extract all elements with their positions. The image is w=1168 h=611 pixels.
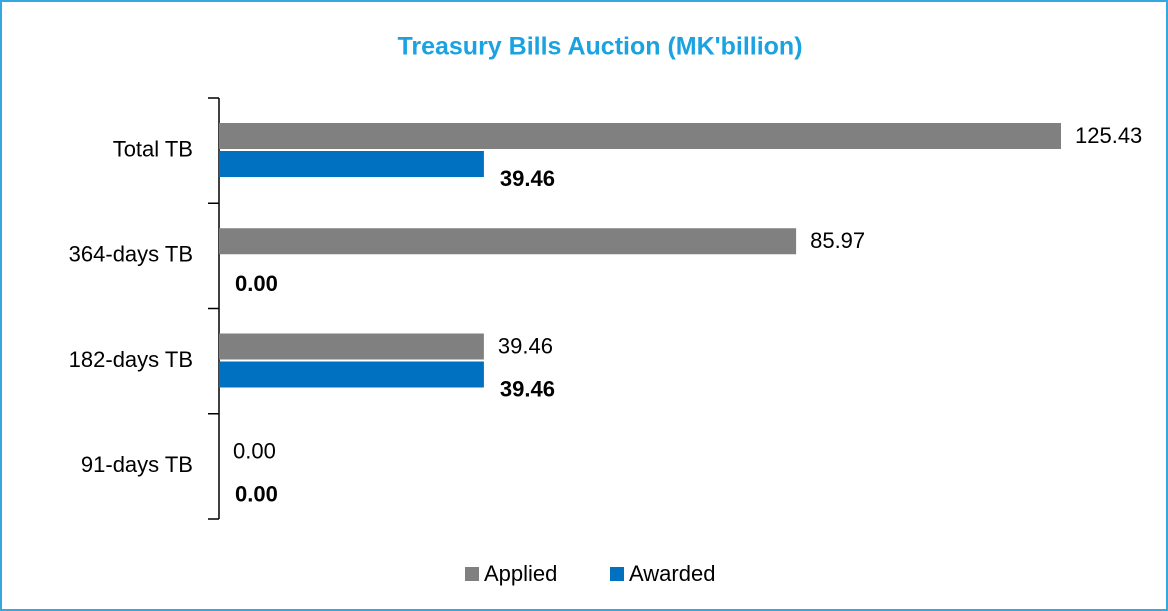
y-tick-label: 182-days TB [69, 347, 193, 372]
data-label: 0.00 [233, 439, 276, 464]
legend-label: Applied [484, 561, 557, 586]
data-label: 39.46 [498, 333, 553, 358]
data-label: 125.43 [1075, 123, 1142, 148]
y-tick-label: 91-days TB [81, 452, 193, 477]
bar [219, 151, 484, 177]
bar [219, 228, 797, 255]
bar [219, 361, 484, 388]
data-label: 85.97 [810, 228, 865, 253]
data-label: 0.00 [235, 271, 278, 296]
y-tick-label: Total TB [113, 136, 193, 161]
chart-title: Treasury Bills Auction (MK'billion) [397, 33, 802, 61]
y-tick-label: 364-days TB [69, 242, 193, 267]
legend-swatch [465, 567, 479, 581]
data-label: 39.46 [500, 376, 555, 401]
legend-swatch [610, 567, 624, 581]
bar [219, 333, 484, 360]
bar [219, 123, 1061, 149]
data-label: 39.46 [500, 166, 555, 191]
legend-label: Awarded [629, 561, 715, 586]
data-label: 0.00 [235, 482, 278, 507]
